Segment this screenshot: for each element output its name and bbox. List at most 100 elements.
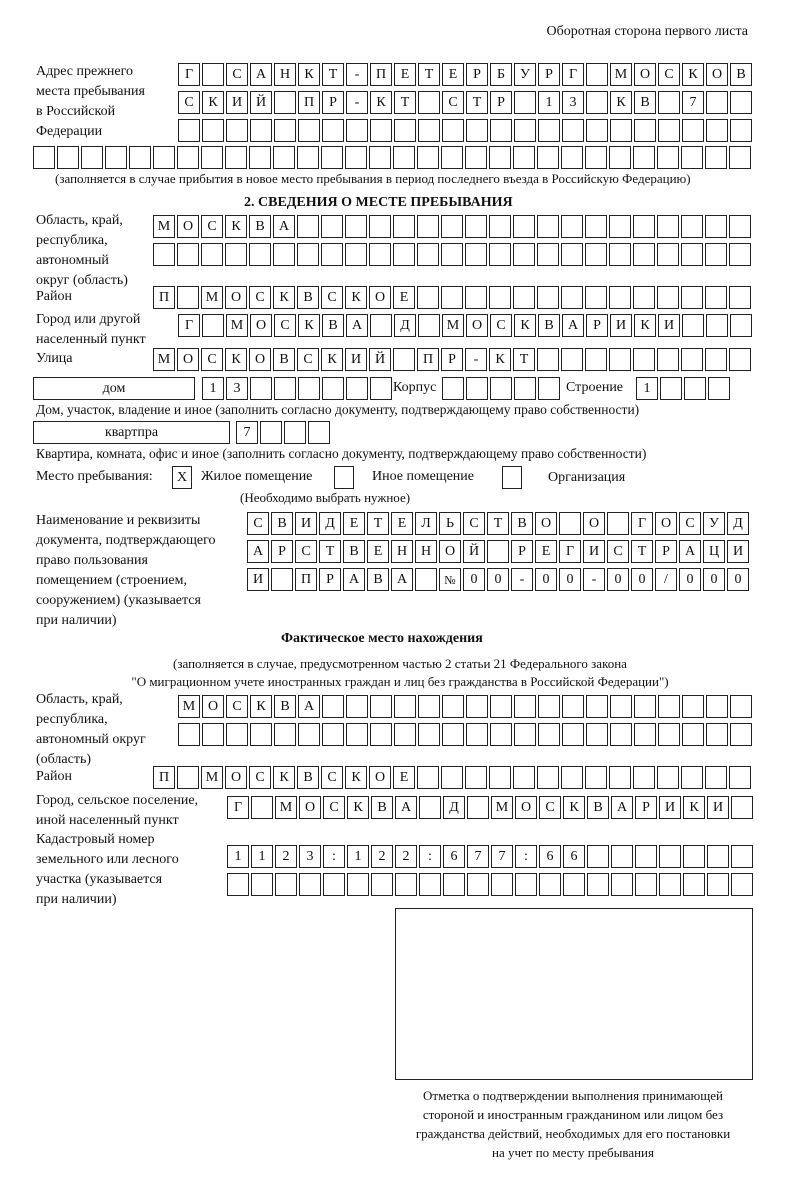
char-cell[interactable]: К (345, 286, 367, 309)
char-cell[interactable] (322, 119, 344, 142)
char-cell[interactable] (538, 377, 560, 400)
char-cell[interactable] (489, 286, 511, 309)
char-cell[interactable]: О (369, 766, 391, 789)
char-cell[interactable]: Т (487, 512, 509, 535)
char-cell[interactable] (298, 723, 320, 746)
char-cell[interactable] (33, 146, 55, 169)
char-cell[interactable] (346, 119, 368, 142)
char-cell[interactable]: К (225, 215, 247, 238)
char-cell[interactable] (369, 243, 391, 266)
char-cell[interactable] (178, 119, 200, 142)
char-cell[interactable] (201, 243, 223, 266)
char-cell[interactable] (657, 286, 679, 309)
char-cell[interactable] (178, 723, 200, 746)
char-cell[interactable]: В (371, 796, 393, 819)
structure-row[interactable]: 1 (636, 377, 730, 400)
char-cell[interactable]: 0 (631, 568, 653, 591)
char-cell[interactable] (491, 873, 513, 896)
char-cell[interactable] (346, 723, 368, 746)
char-cell[interactable]: С (607, 540, 629, 563)
char-cell[interactable]: Р (466, 63, 488, 86)
char-cell[interactable] (514, 723, 536, 746)
char-cell[interactable] (515, 873, 537, 896)
char-cell[interactable] (322, 377, 344, 400)
char-cell[interactable] (177, 243, 199, 266)
char-cell[interactable] (633, 243, 655, 266)
char-cell[interactable]: М (275, 796, 297, 819)
char-cell[interactable]: А (391, 568, 413, 591)
char-cell[interactable] (346, 695, 368, 718)
char-cell[interactable] (489, 146, 511, 169)
char-cell[interactable] (57, 146, 79, 169)
char-cell[interactable]: Й (463, 540, 485, 563)
char-cell[interactable] (513, 286, 535, 309)
char-cell[interactable] (346, 377, 368, 400)
char-cell[interactable]: Р (441, 348, 463, 371)
char-cell[interactable]: 1 (538, 91, 560, 114)
char-cell[interactable] (418, 91, 440, 114)
char-cell[interactable] (225, 146, 247, 169)
char-cell[interactable]: В (274, 695, 296, 718)
char-cell[interactable]: С (247, 512, 269, 535)
char-cell[interactable]: А (611, 796, 633, 819)
char-cell[interactable] (441, 243, 463, 266)
char-cell[interactable] (538, 695, 560, 718)
char-cell[interactable]: Е (442, 63, 464, 86)
char-cell[interactable]: И (658, 314, 680, 337)
char-cell[interactable]: К (347, 796, 369, 819)
char-cell[interactable] (585, 766, 607, 789)
char-cell[interactable]: 0 (703, 568, 725, 591)
char-cell[interactable] (634, 695, 656, 718)
char-cell[interactable]: 0 (559, 568, 581, 591)
char-cell[interactable] (633, 146, 655, 169)
char-cell[interactable] (682, 119, 704, 142)
char-cell[interactable] (323, 873, 345, 896)
char-cell[interactable] (537, 146, 559, 169)
char-cell[interactable] (683, 873, 705, 896)
char-cell[interactable] (370, 723, 392, 746)
char-cell[interactable] (682, 723, 704, 746)
char-cell[interactable]: Т (394, 91, 416, 114)
char-cell[interactable] (513, 766, 535, 789)
char-cell[interactable] (299, 873, 321, 896)
char-cell[interactable]: О (225, 286, 247, 309)
char-cell[interactable]: А (343, 568, 365, 591)
char-cell[interactable] (442, 377, 464, 400)
char-cell[interactable] (489, 766, 511, 789)
char-cell[interactable] (274, 723, 296, 746)
char-cell[interactable] (393, 348, 415, 371)
char-cell[interactable]: К (610, 91, 632, 114)
char-cell[interactable] (465, 146, 487, 169)
char-cell[interactable]: М (226, 314, 248, 337)
char-cell[interactable]: 2 (371, 845, 393, 868)
char-cell[interactable]: С (201, 348, 223, 371)
char-cell[interactable]: К (202, 91, 224, 114)
char-cell[interactable]: / (655, 568, 677, 591)
char-cell[interactable]: О (249, 348, 271, 371)
char-cell[interactable] (609, 766, 631, 789)
char-cell[interactable]: Г (178, 63, 200, 86)
char-cell[interactable] (322, 695, 344, 718)
char-cell[interactable] (561, 348, 583, 371)
char-cell[interactable]: К (250, 695, 272, 718)
char-cell[interactable]: Т (513, 348, 535, 371)
char-cell[interactable]: Т (631, 540, 653, 563)
char-cell[interactable] (466, 723, 488, 746)
char-cell[interactable] (706, 314, 728, 337)
char-cell[interactable] (611, 873, 633, 896)
char-cell[interactable] (418, 695, 440, 718)
char-cell[interactable] (345, 243, 367, 266)
char-cell[interactable]: О (515, 796, 537, 819)
char-cell[interactable]: О (369, 286, 391, 309)
char-cell[interactable]: О (250, 314, 272, 337)
char-cell[interactable] (658, 695, 680, 718)
char-cell[interactable]: К (298, 63, 320, 86)
char-cell[interactable] (345, 215, 367, 238)
char-cell[interactable] (537, 243, 559, 266)
char-cell[interactable]: 1 (636, 377, 658, 400)
